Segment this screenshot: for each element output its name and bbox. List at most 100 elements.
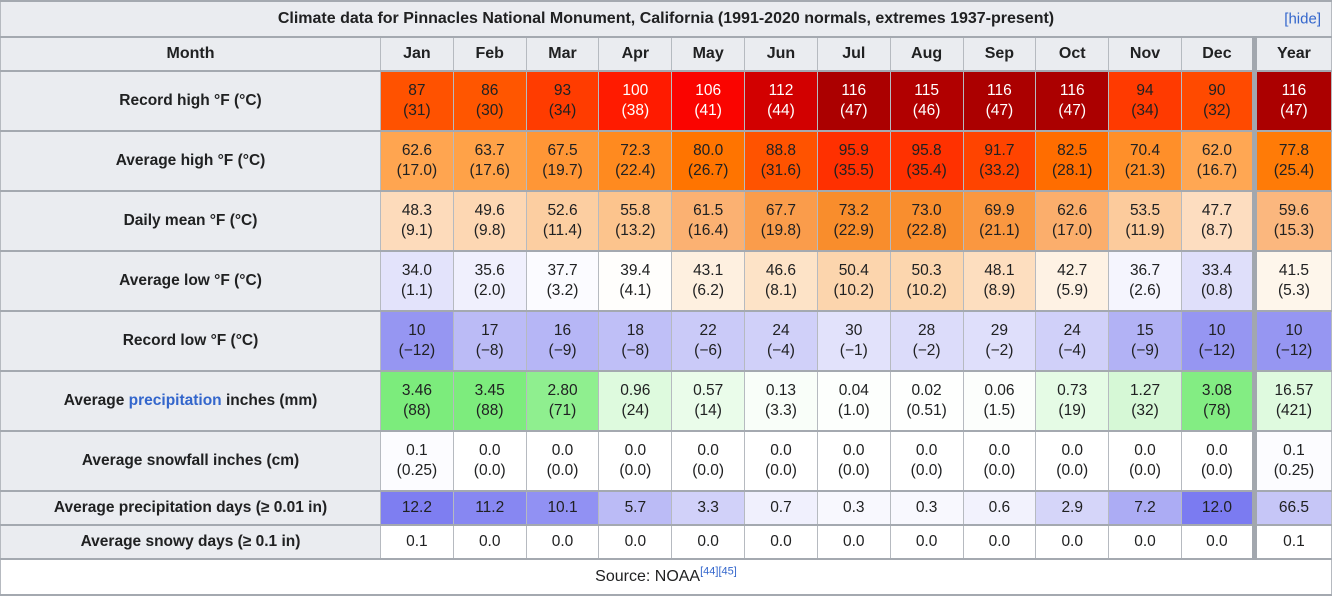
data-cell-precipitation: 2.80 (71) — [525, 370, 600, 432]
year-cell-average-low: 41.5 (5.3) — [1251, 250, 1332, 312]
data-cell-precipitation: 0.04 (1.0) — [816, 370, 891, 432]
month-header-feb: Feb — [452, 36, 527, 72]
month-header-aug: Aug — [889, 36, 964, 72]
data-cell-average-high: 62.6 (17.0) — [380, 130, 454, 192]
data-cell-precip-days: 5.7 — [598, 490, 673, 526]
data-cell-snowfall: 0.1 (0.25) — [380, 430, 454, 492]
data-cell-precip-days: 12.2 — [380, 490, 454, 526]
source-cell: Source: NOAA[44][45] — [0, 558, 1332, 596]
row-label-average-low: Average low °F (°C) — [0, 250, 381, 312]
month-header-mar: Mar — [525, 36, 600, 72]
data-cell-precipitation: 0.02 (0.51) — [889, 370, 964, 432]
data-cell-record-low: 17 (−8) — [452, 310, 527, 372]
data-cell-record-low: 24 (−4) — [744, 310, 818, 372]
data-cell-snowy-days: 0.0 — [1035, 524, 1110, 560]
table-title: Climate data for Pinnacles National Monu… — [277, 10, 1055, 27]
data-cell-snowfall: 0.0 (0.0) — [452, 430, 527, 492]
data-cell-precipitation: 0.13 (3.3) — [744, 370, 818, 432]
row-label-average-high: Average high °F (°C) — [0, 130, 381, 192]
year-cell-precipitation: 16.57 (421) — [1251, 370, 1332, 432]
data-cell-record-high: 87 (31) — [380, 70, 454, 132]
table-row-average-low: Average low °F (°C) 34.0 (1.1) 35.6 (2.0) 37.… — [0, 250, 1332, 312]
data-cell-daily-mean: 62.6 (17.0) — [1035, 190, 1110, 252]
title-row: Climate data for Pinnacles National Monu… — [0, 0, 1332, 38]
hide-link[interactable]: [hide] — [1284, 10, 1321, 28]
title-cell: Climate data for Pinnacles National Monu… — [0, 0, 1332, 38]
data-cell-daily-mean: 49.6 (9.8) — [452, 190, 527, 252]
data-cell-average-low: 50.3 (10.2) — [889, 250, 964, 312]
data-cell-record-high: 116 (47) — [962, 70, 1037, 132]
data-cell-daily-mean: 61.5 (16.4) — [671, 190, 746, 252]
row-label-daily-mean: Daily mean °F (°C) — [0, 190, 381, 252]
data-cell-precip-days: 10.1 — [525, 490, 600, 526]
row-label-precipitation: Average precipitation inches (mm) — [0, 370, 381, 432]
data-cell-snowy-days: 0.1 — [380, 524, 454, 560]
data-cell-precipitation: 0.06 (1.5) — [962, 370, 1037, 432]
data-cell-snowy-days: 0.0 — [598, 524, 673, 560]
data-cell-snowfall: 0.0 (0.0) — [525, 430, 600, 492]
reference-45-link[interactable]: [45] — [718, 565, 737, 578]
data-cell-snowfall: 0.0 (0.0) — [1180, 430, 1255, 492]
data-cell-average-low: 39.4 (4.1) — [598, 250, 673, 312]
data-cell-average-low: 46.6 (8.1) — [744, 250, 818, 312]
data-cell-snowfall: 0.0 (0.0) — [1108, 430, 1182, 492]
data-cell-average-high: 72.3 (22.4) — [598, 130, 673, 192]
table-row-record-high: Record high °F (°C) 87 (31) 86 (30) 93 (34) 100… — [0, 70, 1332, 132]
data-cell-average-high: 80.0 (26.7) — [671, 130, 746, 192]
data-cell-snowfall: 0.0 (0.0) — [889, 430, 964, 492]
data-cell-average-low: 35.6 (2.0) — [452, 250, 527, 312]
table-row-record-low: Record low °F (°C) 10 (−12) 17 (−8) 16 (−9) 18(… — [0, 310, 1332, 372]
source-text: Source: NOAA — [595, 568, 701, 585]
table-row-average-high: Average high °F (°C) 62.6 (17.0) 63.7 (17.6)… — [0, 130, 1332, 192]
data-cell-snowfall: 0.0 (0.0) — [598, 430, 673, 492]
year-cell-record-high: 116 (47) — [1251, 70, 1332, 132]
data-cell-average-high: 88.8 (31.6) — [744, 130, 818, 192]
data-cell-snowy-days: 0.0 — [1180, 524, 1255, 560]
table-row-snowfall: Average snowfall inches (cm) 0.1 (0.25) 0.0… — [0, 430, 1332, 492]
data-cell-precipitation: 0.57 (14) — [671, 370, 746, 432]
data-cell-record-low: 15 (−9) — [1108, 310, 1182, 372]
data-cell-precipitation: 0.96 (24) — [598, 370, 673, 432]
data-cell-record-low: 16 (−9) — [525, 310, 600, 372]
data-cell-average-low: 50.4 (10.2) — [816, 250, 891, 312]
data-cell-precipitation: 0.73 (19) — [1035, 370, 1110, 432]
data-cell-daily-mean: 55.8 (13.2) — [598, 190, 673, 252]
data-cell-snowfall: 0.0 (0.0) — [962, 430, 1037, 492]
data-cell-precip-days: 3.3 — [671, 490, 746, 526]
table-row-daily-mean: Daily mean °F (°C) 48.3 (9.1) 49.6 (9.8) 52.6… — [0, 190, 1332, 252]
data-cell-snowy-days: 0.0 — [962, 524, 1037, 560]
data-cell-average-low: 48.1 (8.9) — [962, 250, 1037, 312]
data-cell-precip-days: 11.2 — [452, 490, 527, 526]
reference-44[interactable]: [44] — [700, 566, 718, 578]
data-cell-daily-mean: 69.9 (21.1) — [962, 190, 1037, 252]
data-cell-average-high: 62.0 (16.7) — [1180, 130, 1255, 192]
data-cell-daily-mean: 52.6 (11.4) — [525, 190, 600, 252]
precipitation-link[interactable]: precipitation — [128, 392, 222, 409]
table-row-precip-days: Average precipitation days (≥ 0.01 in) 12… — [0, 490, 1332, 526]
data-cell-record-high: 86 (30) — [452, 70, 527, 132]
month-column-header: Month — [0, 36, 381, 72]
source-row: Source: NOAA[44][45] — [0, 558, 1332, 596]
data-cell-record-high: 93 (34) — [525, 70, 600, 132]
data-cell-average-low: 37.7 (3.2) — [525, 250, 600, 312]
table-row-precipitation: Average precipitation inches (mm) 3.46 (88… — [0, 370, 1332, 432]
year-cell-record-low: 10 (−12) — [1251, 310, 1332, 372]
data-cell-record-low: 29 (−2) — [962, 310, 1037, 372]
month-header-jul: Jul — [816, 36, 891, 72]
data-cell-average-high: 63.7 (17.6) — [452, 130, 527, 192]
data-cell-record-high: 112 (44) — [744, 70, 818, 132]
table-row-snowy-days: Average snowy days (≥ 0.1 in) 0.1 0.0 0.0 0.… — [0, 524, 1332, 560]
reference-45[interactable]: [45] — [718, 566, 736, 578]
data-cell-daily-mean: 48.3 (9.1) — [380, 190, 454, 252]
data-cell-record-low: 24 (−4) — [1035, 310, 1110, 372]
data-cell-precipitation: 1.27 (32) — [1108, 370, 1182, 432]
data-cell-precipitation: 3.46 (88) — [380, 370, 454, 432]
data-cell-snowy-days: 0.0 — [452, 524, 527, 560]
reference-44-link[interactable]: [44] — [700, 565, 719, 578]
year-cell-snowy-days: 0.1 — [1251, 524, 1332, 560]
row-label-record-high: Record high °F (°C) — [0, 70, 381, 132]
data-cell-record-low: 18 (−8) — [598, 310, 673, 372]
data-cell-record-low: 10 (−12) — [380, 310, 454, 372]
data-cell-precipitation: 3.45 (88) — [452, 370, 527, 432]
